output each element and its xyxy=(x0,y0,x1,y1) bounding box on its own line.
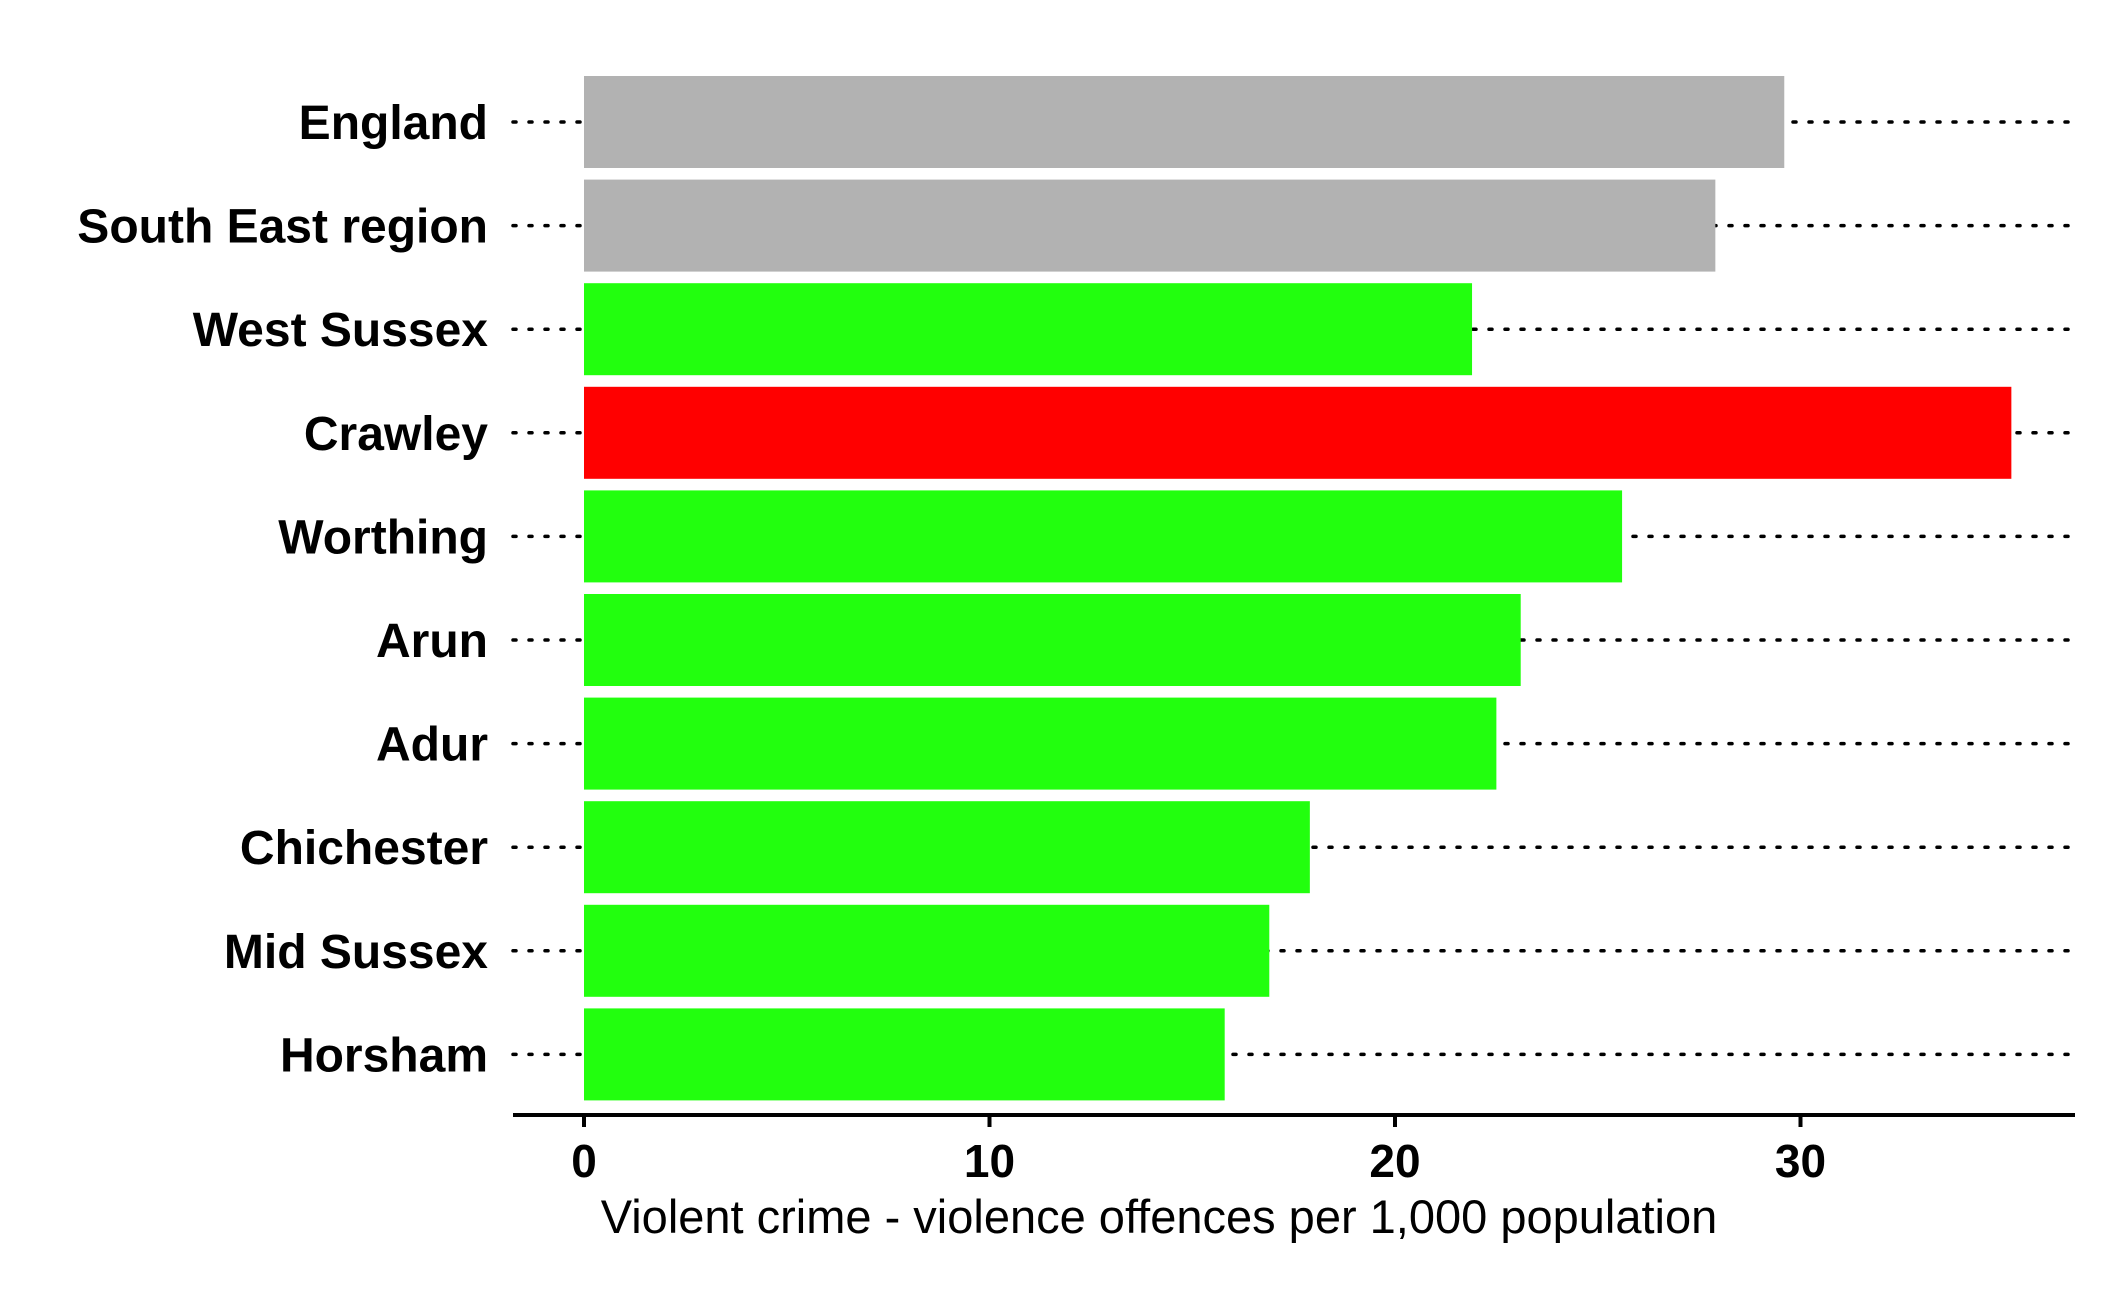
x-tick-label: 0 xyxy=(571,1135,597,1187)
category-label: West Sussex xyxy=(193,304,489,357)
category-label: England xyxy=(299,97,488,150)
x-tick-label: 10 xyxy=(964,1135,1015,1187)
x-axis-ticks: 0 10 20 30 xyxy=(571,1115,1826,1187)
bars-group xyxy=(584,76,2012,1101)
bar-crawley xyxy=(584,386,2012,479)
x-axis-title: Violent crime - violence offences per 1,… xyxy=(601,1190,1718,1243)
bar-west-sussex xyxy=(584,283,1473,376)
bar-horsham xyxy=(584,1008,1225,1101)
x-tick-label: 30 xyxy=(1775,1135,1826,1187)
bar-worthing xyxy=(584,490,1623,583)
bar-mid-sussex xyxy=(584,904,1270,997)
category-label: Worthing xyxy=(278,511,488,564)
x-axis: 0 10 20 30 Violent crime - violence offence… xyxy=(513,1113,2075,1243)
category-label: Adur xyxy=(376,719,488,772)
bar-adur xyxy=(584,697,1497,790)
bar-south-east-region xyxy=(584,179,1716,272)
bar-england xyxy=(584,76,1785,168)
category-label: Chichester xyxy=(240,822,488,875)
x-tick-label: 20 xyxy=(1369,1135,1420,1187)
bar-chichester xyxy=(584,801,1310,894)
category-label: Crawley xyxy=(304,408,488,461)
category-labels: England South East region West Sussex Crawl… xyxy=(77,97,488,1082)
category-label: Mid Sussex xyxy=(224,926,488,979)
category-label: Arun xyxy=(376,615,488,668)
category-label: South East region xyxy=(77,201,488,254)
bar-arun xyxy=(584,594,1521,686)
category-label: Horsham xyxy=(280,1029,488,1082)
